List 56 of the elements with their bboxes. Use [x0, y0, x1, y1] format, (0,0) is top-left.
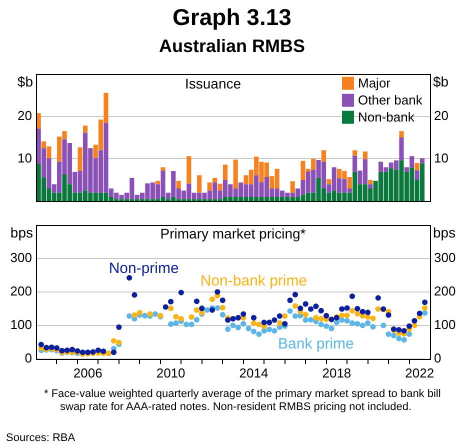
bar: [160, 167, 166, 171]
annotation: Issuance: [184, 76, 242, 92]
bar: [212, 178, 218, 183]
bar: [420, 158, 425, 164]
x-tick-label: 2014: [239, 365, 268, 380]
bar: [321, 150, 326, 162]
text: * Face-value weighted quarterly average of the primary market spread to bank bill swap rate for AAA-rated notes. Non-resident RMBS pricing not included.: [44, 388, 442, 414]
series-label: Non-prime: [108, 260, 179, 278]
x-tick-label: 2010: [156, 365, 186, 380]
legend-label: Major: [358, 75, 392, 90]
y-axis-title: $b: [17, 74, 34, 90]
bar: [207, 182, 212, 191]
bar: [414, 162, 420, 170]
y2-tick-label: 20: [434, 108, 448, 123]
source-note: Sources: RBA: [6, 432, 76, 445]
y-tick-label: 200: [10, 283, 32, 298]
x-tick-label: 2006: [73, 365, 102, 380]
bar: [368, 184, 373, 188]
bar: [352, 150, 358, 156]
chart-title: Graph 3.13: [172, 4, 292, 31]
bar: [368, 180, 373, 184]
series-label: Bank prime: [278, 335, 354, 352]
bar: [414, 170, 420, 180]
legend-label: Other bank: [358, 92, 423, 108]
y2-tick-label: 100: [434, 317, 456, 332]
y2-axis-title: $b: [433, 74, 449, 90]
y2-tick-label: 200: [434, 283, 456, 298]
y2-tick-label: 300: [434, 250, 456, 265]
legend-label: Non-bank: [358, 109, 415, 124]
chart-title: Primary market pricing*: [160, 226, 306, 242]
bar: [326, 179, 332, 184]
bar: [197, 175, 202, 193]
y-tick-label: 100: [10, 317, 32, 332]
y2-tick-label: 10: [434, 150, 448, 166]
x-tick-label: 2018: [322, 365, 352, 380]
x-tick-label: 2022: [405, 365, 434, 380]
bar: [82, 126, 88, 133]
y-tick-label: 0: [24, 350, 32, 366]
bar: [362, 152, 368, 160]
bar: [399, 131, 404, 138]
chart-subtitle: Australian RMBS: [158, 36, 306, 57]
y-tick-label: 10: [18, 150, 32, 166]
bar: [176, 180, 181, 188]
bar: [78, 147, 82, 172]
bar: [218, 184, 222, 191]
series-label: Non-bank prime: [200, 272, 308, 290]
bar: [290, 181, 295, 193]
y-tick-label: 300: [10, 250, 32, 265]
bar: [399, 138, 404, 160]
y-axis-title: bps: [10, 224, 33, 241]
y2-tick-label: 0: [434, 350, 442, 366]
y2-axis-title: bps: [433, 224, 456, 241]
bar: [233, 160, 238, 188]
bar: [186, 156, 192, 184]
bar: [222, 164, 228, 180]
y-tick-label: 20: [18, 108, 32, 123]
